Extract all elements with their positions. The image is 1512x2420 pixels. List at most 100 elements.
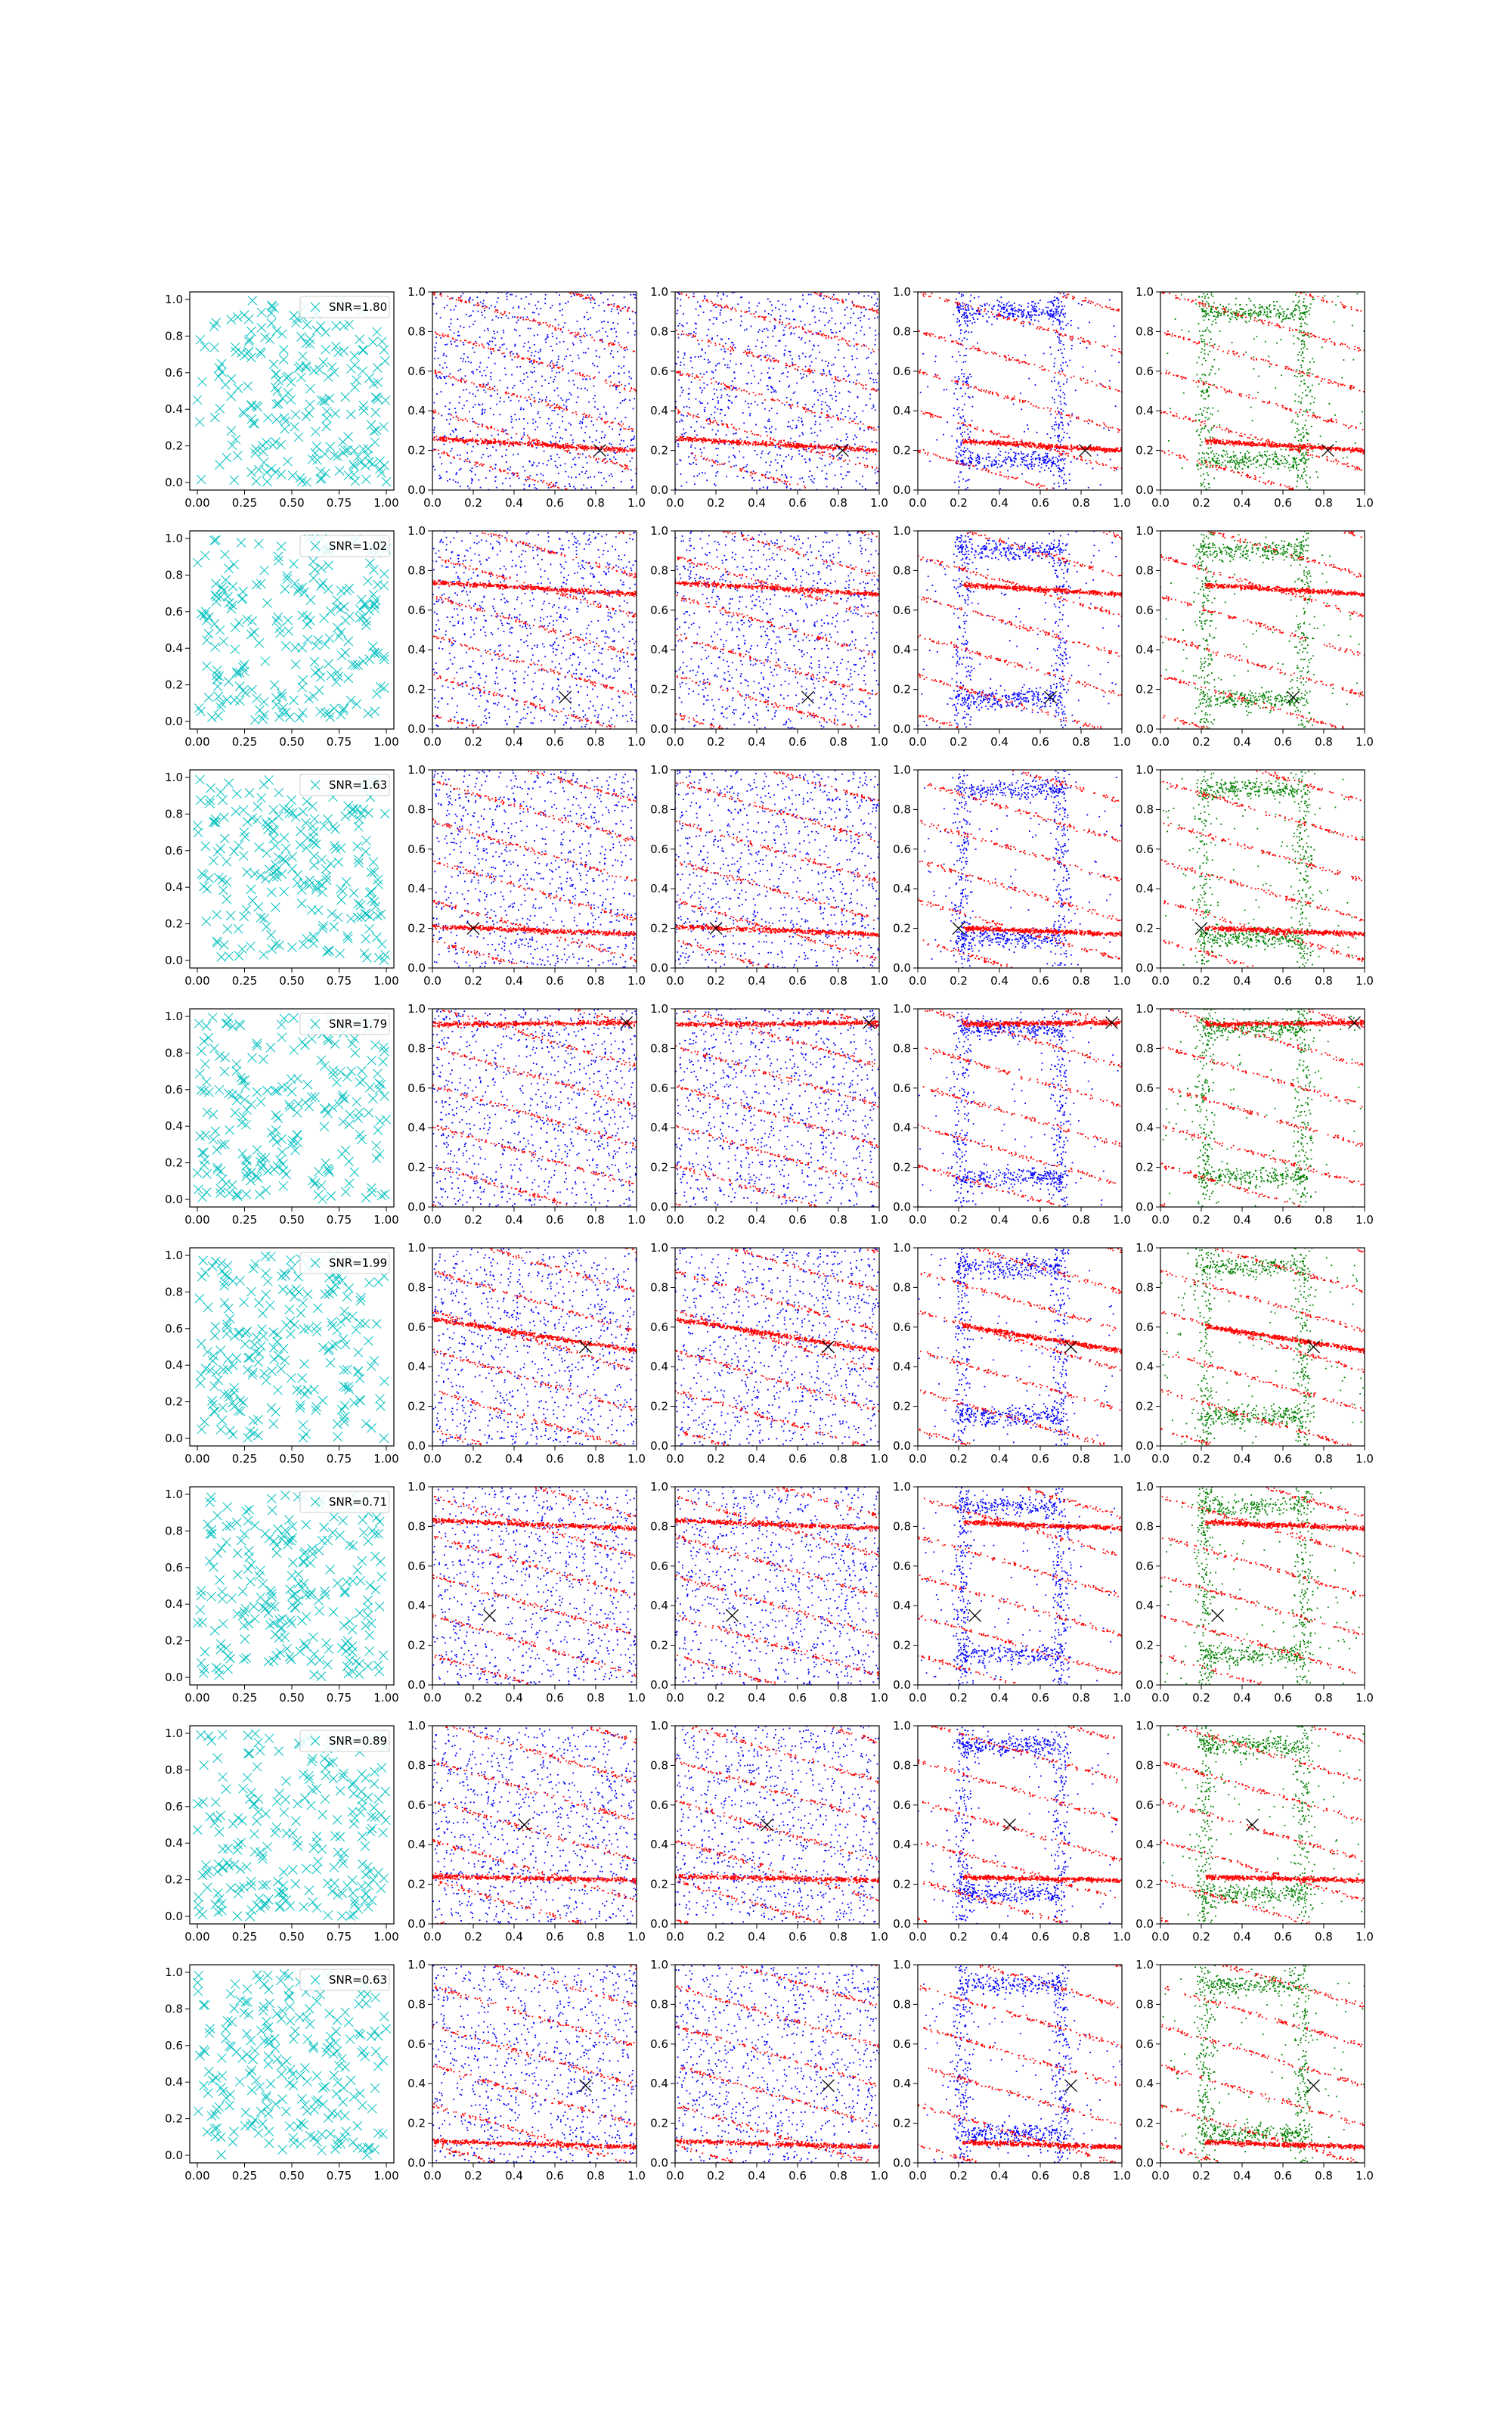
noise-marker <box>279 855 288 864</box>
noise-marker <box>380 1190 389 1199</box>
noise-marker <box>203 1869 212 1878</box>
noise-marker <box>246 942 255 951</box>
panel-r5-c5: 0.0 0.2 0.4 0.6 0.8 1.00.00.20.40.60.81.0 <box>1136 1241 1374 1466</box>
y-tick-label: 0.0 <box>165 715 183 728</box>
y-tick-label: 1.0 <box>1136 524 1154 538</box>
x-tick-label: 0.2 <box>950 2169 968 2183</box>
noise-marker <box>271 2100 280 2109</box>
panel-r1-c2: 0.0 0.2 0.4 0.6 0.8 1.00.00.20.40.60.81.0 <box>407 285 646 510</box>
y-tick-label: 0.8 <box>893 802 911 816</box>
y-tick-label: 0.2 <box>165 1156 183 1170</box>
y-tick-label: 1.0 <box>165 1488 183 1501</box>
x-tick-label: 0.4 <box>748 2169 766 2183</box>
noise-marker <box>232 789 241 798</box>
y-tick-label: 0.8 <box>407 1758 426 1772</box>
y-tick-label: 0.2 <box>165 917 183 931</box>
legend-label: SNR=1.99 <box>329 1256 387 1270</box>
noise-marker <box>376 457 385 466</box>
noise-marker <box>199 1148 208 1157</box>
panel-r4-c4: 0.0 0.2 0.4 0.6 0.8 1.00.00.20.40.60.81.0 <box>893 1002 1131 1227</box>
noise-marker <box>308 1633 318 1642</box>
y-tick-label: 0.0 <box>650 1678 668 1692</box>
noise-marker <box>194 1019 203 1028</box>
x-tick-label: 0.6 <box>1274 1930 1292 1944</box>
y-tick-label: 0.8 <box>407 1041 426 1055</box>
axes-frame <box>432 1726 637 1924</box>
noise-marker <box>365 1630 374 1640</box>
noise-marker <box>260 1980 269 1989</box>
x-tick-label: 0.2 <box>1192 974 1210 988</box>
x-tick-label: 0.2 <box>464 1213 482 1227</box>
y-tick-label: 0.8 <box>165 807 183 821</box>
noise-marker <box>372 1141 381 1150</box>
noise-marker <box>250 1614 259 1623</box>
noise-marker <box>197 1370 206 1379</box>
noise-marker <box>239 852 248 861</box>
noise-marker <box>242 1507 251 1516</box>
noise-marker <box>262 849 271 858</box>
noise-marker <box>337 2054 346 2063</box>
noise-marker <box>368 459 377 468</box>
noise-marker <box>215 1827 224 1836</box>
noise-marker <box>364 1611 373 1620</box>
noise-marker <box>255 1894 264 1903</box>
x-tick-label: 0.2 <box>950 1930 968 1944</box>
noise-marker <box>355 1670 364 1679</box>
noise-marker <box>225 2101 234 2110</box>
noise-marker <box>196 1730 205 1739</box>
noise-marker <box>266 1586 275 1595</box>
noise-marker <box>348 1625 357 1634</box>
y-tick-label: 0.6 <box>407 1559 426 1573</box>
y-tick-label: 1.0 <box>407 285 426 299</box>
noise-marker <box>227 374 236 383</box>
noise-marker <box>243 1731 253 1740</box>
x-tick-label: 1.0 <box>870 974 888 988</box>
plot-area <box>195 1252 389 1443</box>
noise-marker <box>251 1259 260 1268</box>
noise-marker <box>293 1131 302 1140</box>
noise-marker <box>317 2146 326 2155</box>
axes-frame <box>918 531 1122 729</box>
noise-marker <box>291 2027 300 2036</box>
plot-area <box>674 1247 880 1448</box>
noise-marker <box>212 1368 221 1377</box>
noise-marker <box>206 1497 215 1506</box>
noise-marker <box>322 414 331 423</box>
y-tick-label: 0.4 <box>893 404 911 417</box>
noise-marker <box>245 335 254 344</box>
noise-marker <box>246 1100 256 1109</box>
noise-marker <box>339 1516 348 1525</box>
x-tick-label: 1.0 <box>627 974 646 988</box>
noise-marker <box>230 2004 239 2013</box>
y-tick-label: 0.2 <box>407 1161 426 1174</box>
noise-marker <box>195 775 204 784</box>
noise-marker <box>199 1256 208 1265</box>
x-tick-label: 0.0 <box>1151 1691 1170 1705</box>
noise-marker <box>233 1912 242 1921</box>
y-tick-label: 0.8 <box>165 1524 183 1537</box>
panel-r1-c3: 0.0 0.2 0.4 0.6 0.8 1.00.00.20.40.60.81.0 <box>650 285 888 510</box>
plot-area <box>674 1007 879 1208</box>
x-tick-label: 0.6 <box>1274 974 1292 988</box>
x-tick-label: 0.6 <box>546 496 564 510</box>
noise-marker <box>218 875 227 884</box>
x-tick-label: 0.00 <box>184 2169 209 2183</box>
noise-marker <box>367 1824 376 1833</box>
legend-label: SNR=0.89 <box>329 1734 387 1748</box>
noise-marker <box>267 1404 276 1413</box>
y-tick-label: 0.6 <box>893 1320 911 1334</box>
noise-marker <box>313 1304 322 1313</box>
x-tick-label: 1.00 <box>373 974 398 988</box>
y-tick-label: 1.0 <box>407 524 426 538</box>
noise-marker <box>286 1585 295 1594</box>
noise-marker <box>300 1359 309 1368</box>
noise-marker <box>265 1621 274 1630</box>
noise-marker <box>293 1074 302 1083</box>
x-tick-label: 0.4 <box>748 1213 766 1227</box>
noise-marker <box>326 442 335 451</box>
noise-marker <box>276 628 285 638</box>
noise-marker <box>370 438 380 447</box>
noise-marker <box>322 407 331 416</box>
noise-marker <box>299 1902 308 1911</box>
y-tick-label: 0.6 <box>1136 2037 1154 2051</box>
